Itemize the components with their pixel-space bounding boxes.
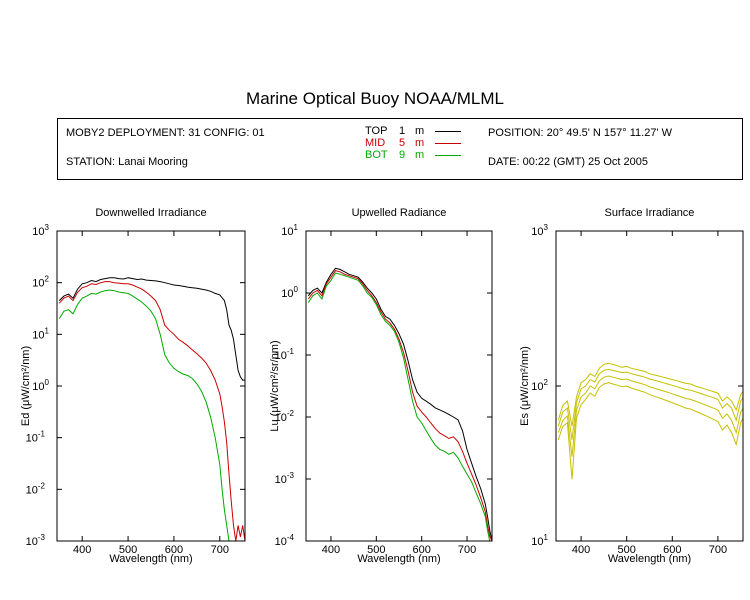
position-text: POSITION: 20° 49.5' N 157° 11.27' W — [488, 127, 672, 139]
x-tick-label: 500 — [618, 544, 636, 556]
legend-label: MID — [365, 137, 386, 149]
chart-panel-1: 400 500 600 700 10-3 10-2 10-1 100 101 102 103 Down… — [20, 207, 246, 565]
series-line-top — [307, 267, 492, 541]
chart-panel-3: 400 500 600 700 101 102 103 Surface Irradiance W… — [519, 207, 744, 565]
page-title: Marine Optical Buoy NOAA/MLML — [246, 89, 504, 108]
x-tick-label: 600 — [413, 544, 431, 556]
x-axis-label: Wavelength (nm) — [608, 553, 691, 565]
series-line-bot — [58, 289, 232, 541]
chart-title: Downwelled Irradiance — [95, 207, 206, 219]
x-tick-label: 500 — [367, 544, 385, 556]
legend-unit: m — [415, 137, 425, 149]
chart-panel-2: 400 500 600 700 10-4 10-3 10-2 10-1 100 101 Upwell… — [269, 207, 493, 565]
date-text: DATE: 00:22 (GMT) 25 Oct 2005 — [488, 156, 648, 168]
y-tick-label: 10-2 — [275, 409, 295, 424]
plot-frame — [555, 230, 744, 542]
legend-label: BOT — [365, 149, 388, 161]
series-line-bot — [307, 272, 492, 541]
y-axis-label: Lu (μW/cm²/sr/nm) — [269, 340, 281, 431]
legend-depth: 5 — [399, 137, 406, 149]
y-tick-label: 100 — [281, 285, 298, 300]
x-axis-label: Wavelength (nm) — [357, 553, 440, 565]
legend-line — [435, 143, 461, 144]
x-tick-label: 600 — [663, 544, 681, 556]
info-box: MOBY2 DEPLOYMENT: 31 CONFIG: 01 STATION:… — [57, 118, 743, 180]
plot-frame — [305, 230, 493, 542]
x-tick-label: 600 — [165, 544, 183, 556]
x-tick-label: 400 — [572, 544, 590, 556]
series-line-2 — [557, 368, 743, 440]
y-tick-label: 102 — [531, 378, 548, 393]
x-axis-label: Wavelength (nm) — [109, 553, 192, 565]
legend-depth: 9 — [399, 149, 406, 161]
y-tick-label: 10-1 — [26, 430, 46, 445]
deployment-text: MOBY2 DEPLOYMENT: 31 CONFIG: 01 — [66, 127, 265, 139]
y-axis-label: Es (μW/cm²/nm) — [519, 346, 531, 426]
series-line-mid — [307, 270, 492, 541]
y-tick-label: 10-3 — [26, 533, 46, 548]
station-text: STATION: Lanai Mooring — [66, 156, 188, 168]
legend-depth: 1 — [399, 125, 406, 137]
y-tick-label: 101 — [281, 223, 298, 238]
x-tick-label: 700 — [211, 544, 229, 556]
legend-unit: m — [415, 125, 425, 137]
legend-label: TOP — [365, 125, 388, 137]
chart-title: Upwelled Radiance — [352, 207, 447, 219]
x-tick-label: 500 — [119, 544, 137, 556]
legend-unit: m — [415, 149, 425, 161]
x-tick-label: 400 — [73, 544, 91, 556]
y-tick-label: 10-2 — [26, 481, 46, 496]
x-tick-label: 700 — [458, 544, 476, 556]
x-tick-label: 700 — [709, 544, 727, 556]
y-tick-label: 101 — [32, 326, 49, 341]
y-tick-label: 100 — [32, 378, 49, 393]
y-tick-label: 10-4 — [275, 533, 295, 548]
chart-title: Surface Irradiance — [605, 207, 695, 219]
y-axis-label: Ed (μW/cm²/nm) — [20, 346, 32, 426]
y-tick-label: 103 — [531, 223, 548, 238]
legend-line — [435, 155, 461, 156]
series-line-3 — [557, 375, 743, 457]
y-tick-label: 102 — [32, 275, 49, 290]
series-line-1 — [557, 362, 743, 427]
x-tick-label: 400 — [322, 544, 340, 556]
legend-line — [435, 131, 461, 132]
series-line-top — [58, 277, 245, 381]
series-line-mid — [58, 281, 245, 541]
y-tick-label: 10-1 — [275, 347, 295, 362]
y-tick-label: 103 — [32, 223, 49, 238]
series-line-4 — [557, 382, 743, 480]
y-tick-label: 10-3 — [275, 471, 295, 486]
y-tick-label: 101 — [531, 533, 548, 548]
